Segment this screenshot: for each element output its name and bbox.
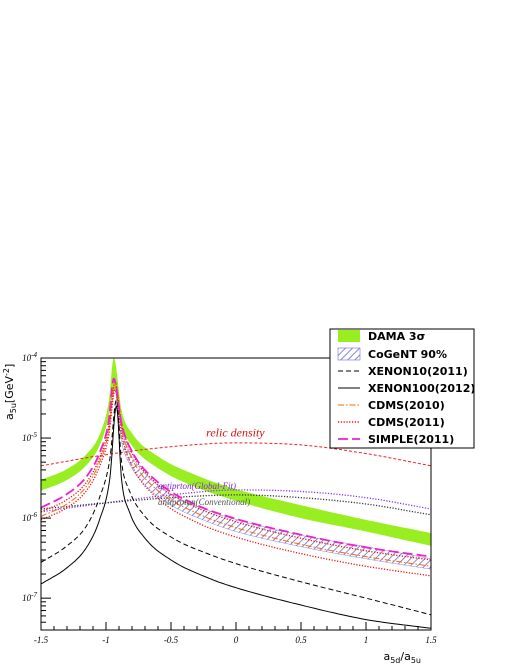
series-antiprton-global-fit-1 xyxy=(41,489,431,513)
legend-entry-xenon100-2012: XENON100(2012) xyxy=(338,382,475,395)
x-axis-label: a5d/a5u xyxy=(383,650,421,665)
y-axis-label: a5u[GeV-2] xyxy=(2,364,18,420)
x-tick-label: 1.5 xyxy=(425,635,437,645)
x-tick-label: -1 xyxy=(102,635,110,645)
series-cdms-2011-9 xyxy=(41,381,431,561)
legend-entry-xenon10-2011: XENON10(2011) xyxy=(338,365,468,378)
legend-entry-cdms-2010: CDMS(2010) xyxy=(338,399,445,412)
y-tick-label: 10-5 xyxy=(22,431,37,443)
legend-label: XENON10(2011) xyxy=(368,365,468,378)
x-axis-ticks: -1.5 -1 -0.5 0 0.5 1 1.5 xyxy=(34,622,437,645)
x-tick-label: 0 xyxy=(234,635,239,645)
y-tick-label: 10-6 xyxy=(22,511,37,523)
annotation-relic-density: relic density xyxy=(206,426,265,440)
annotation-antiprton-global-fit: antiprton(Global-Fit) xyxy=(158,481,236,491)
annotations: relic density antiprton(Global-Fit) antipr… xyxy=(158,426,265,507)
bands xyxy=(41,358,431,570)
curves xyxy=(41,377,431,629)
legend-swatch xyxy=(337,347,361,361)
y-tick-label: 10-7 xyxy=(22,591,37,603)
legend-label: DAMA 3σ xyxy=(368,330,425,343)
legend-label: CoGeNT 90% xyxy=(368,348,447,361)
series-relic-density-0 xyxy=(41,442,431,467)
legend-entry-cogent-90: CoGeNT 90% xyxy=(337,347,447,361)
x-tick-label: 1 xyxy=(364,635,369,645)
legend-label: XENON100(2012) xyxy=(368,382,475,395)
series-xenon100-2012-6 xyxy=(41,405,431,629)
legend-label: CDMS(2010) xyxy=(368,399,445,412)
series-dama-3-3 xyxy=(41,358,431,546)
legend: DAMA 3σ CoGeNT 90% XENON10(2011) XENON100(2… xyxy=(329,328,475,449)
legend-entry-dama-3: DAMA 3σ xyxy=(338,330,425,343)
y-axis-ticks: 10-7 10-6 10-5 10-4 xyxy=(22,351,51,631)
series-xenon10-2011-5 xyxy=(41,399,431,616)
legend-label: SIMPLE(2011) xyxy=(368,433,454,446)
series-simple-2011-10 xyxy=(41,377,431,558)
legend-swatch xyxy=(338,330,360,342)
x-tick-label: -0.5 xyxy=(164,635,179,645)
legend-entry-simple-2011: SIMPLE(2011) xyxy=(338,433,454,446)
legend-label: CDMS(2011) xyxy=(368,416,445,429)
y-tick-label: 10-4 xyxy=(22,351,37,363)
series-antiproton-conventional-2 xyxy=(41,494,431,516)
series-cogent-90-4 xyxy=(116,389,431,570)
annotation-antiproton-conventional: antiproton(Conventional) xyxy=(158,497,250,507)
legend-entry-cdms-2011: CDMS(2011) xyxy=(338,416,445,429)
x-tick-label: 0.5 xyxy=(295,635,307,645)
series-cdms-2010-7 xyxy=(41,385,431,567)
x-tick-label: -1.5 xyxy=(34,635,49,645)
